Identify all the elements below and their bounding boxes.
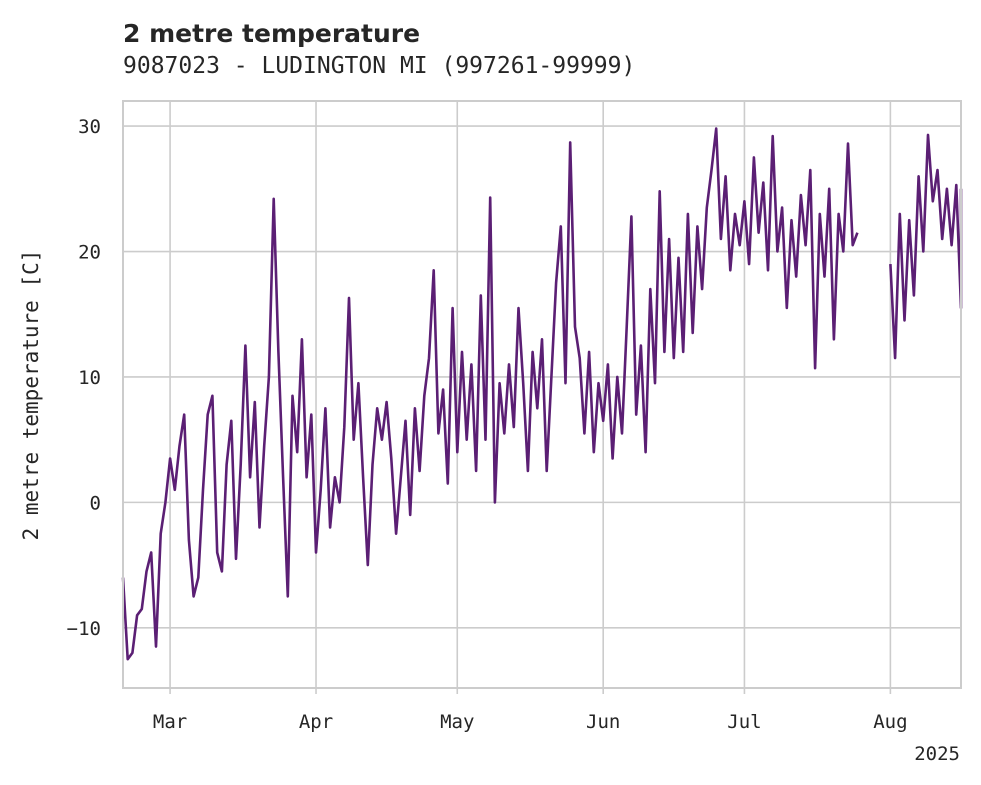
x-tick-label: May: [440, 711, 474, 733]
y-tick-labels: −10 0 10 20 30: [67, 116, 101, 640]
plot-frame: [122, 100, 962, 689]
y-tick-label: 10: [78, 367, 101, 389]
y-axis-label: 2 metre temperature [C]: [19, 250, 43, 541]
y-tick-label: 20: [78, 242, 101, 264]
x-gridlines: [169, 101, 892, 694]
chart-title: 2 metre temperature: [123, 19, 420, 48]
x-tick-label: Jul: [727, 711, 761, 733]
series-line: [121, 127, 859, 661]
x-tick-label: Aug: [873, 711, 907, 733]
y-tick-label: −10: [67, 618, 101, 640]
x-tick-labels: Mar Apr May Jun Jul Aug: [153, 711, 908, 733]
series-group: [121, 127, 963, 661]
x-tick-label: Jun: [586, 711, 620, 733]
chart-subtitle: 9087023 - LUDINGTON MI (997261-99999): [123, 53, 635, 79]
y-tick-label: 30: [78, 116, 101, 138]
x-tick-label: Apr: [299, 711, 333, 733]
series-line: [889, 133, 963, 360]
y-gridlines: [123, 125, 961, 629]
x-offset-label: 2025: [914, 743, 960, 765]
x-tick-label: Mar: [153, 711, 187, 733]
y-tick-label: 0: [90, 492, 101, 514]
